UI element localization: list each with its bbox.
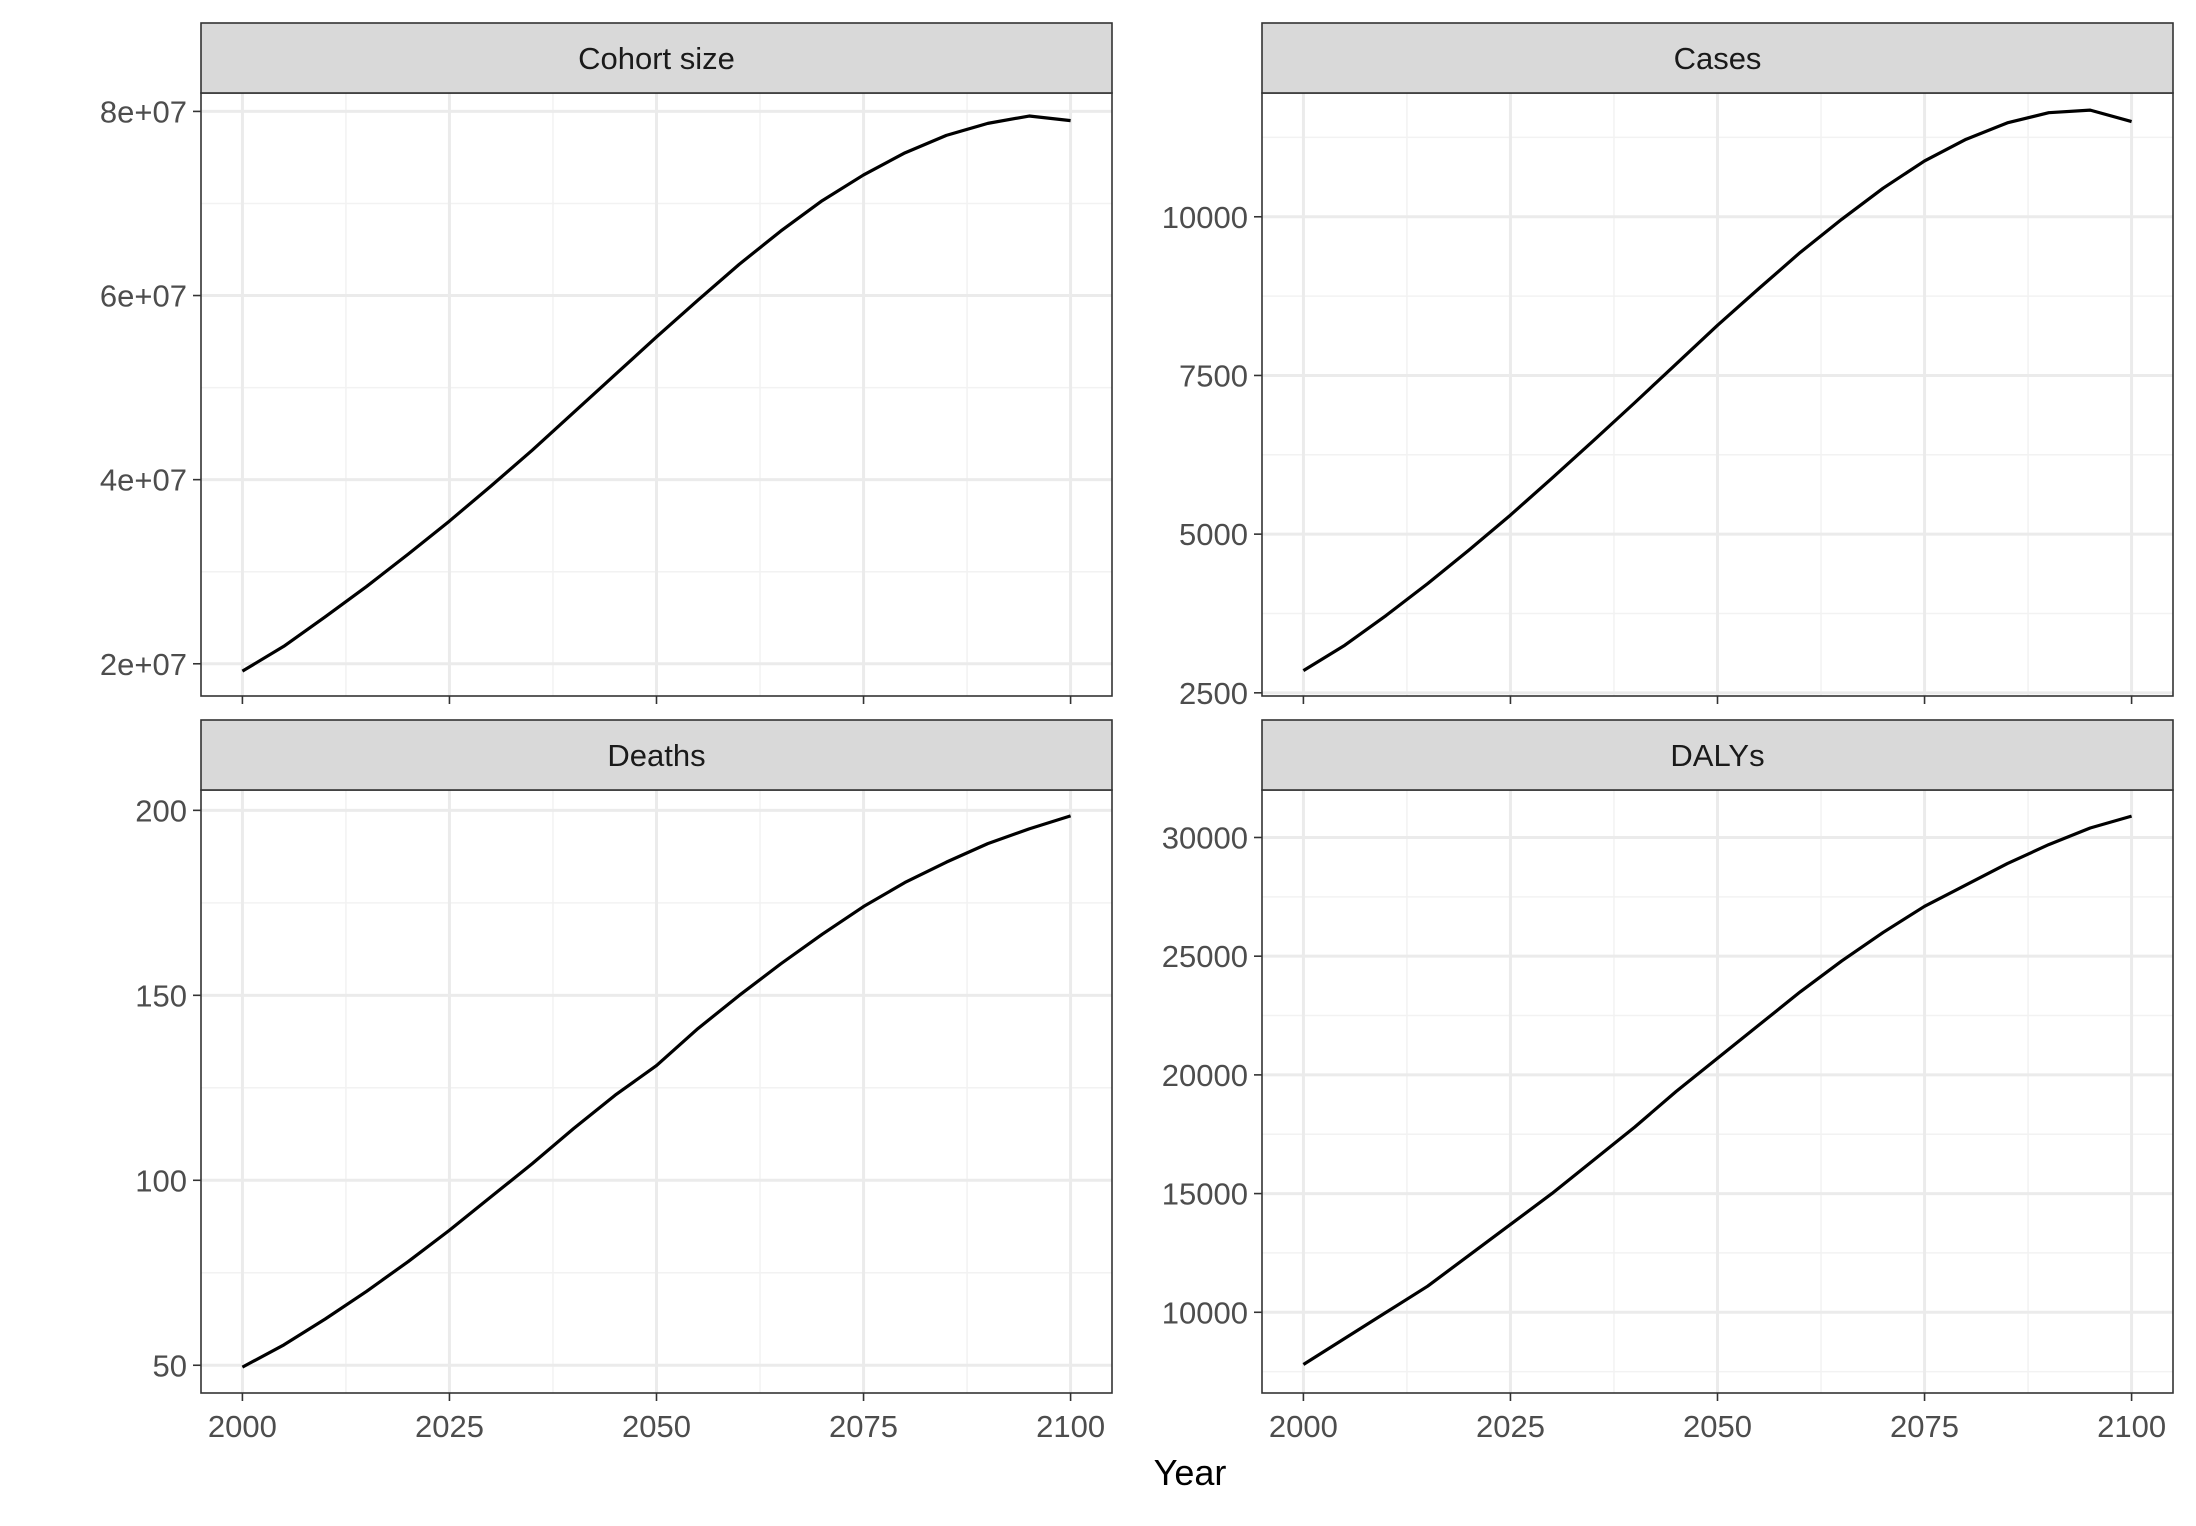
x-axis-title: Year [1154,1452,1227,1493]
facet-strip [1261,22,2174,94]
y-tick-label: 15000 [1162,1177,1248,1212]
y-tick-label: 20000 [1162,1058,1248,1093]
x-tick-label: 2025 [415,1409,484,1444]
y-tick-label: 25000 [1162,939,1248,974]
y-tick-label: 2500 [1179,676,1248,711]
series-line [1302,814,2133,1366]
y-tick-label: 150 [135,978,187,1013]
x-tick-label: 2050 [622,1409,691,1444]
y-tick-label: 200 [135,793,187,828]
facet-strip-label: Deaths [607,738,705,773]
facet-panel: Cases 2500 5000 7500 10000 [1162,22,2174,711]
facet-panels: Cohort size 2e+07 4e+07 6e+07 8e+07 Cases 2500… [100,22,2174,1444]
y-tick-label: 100 [135,1163,187,1198]
x-tick-label: 2025 [1476,1409,1545,1444]
y-tick-label: 30000 [1162,820,1248,855]
y-tick-label: 50 [153,1348,187,1383]
y-tick-label: 10000 [1162,1295,1248,1330]
y-tick-label: 7500 [1179,358,1248,393]
x-tick-label: 2100 [2097,1409,2166,1444]
facet-panel: Cohort size 2e+07 4e+07 6e+07 8e+07 [100,22,1113,704]
x-tick-label: 2050 [1683,1409,1752,1444]
series-line [1302,108,2133,672]
x-tick-label: 2075 [1890,1409,1959,1444]
facet-strip-label: Cases [1674,41,1762,76]
x-tick-label: 2000 [1269,1409,1338,1444]
y-tick-label: 6e+07 [100,279,187,314]
y-tick-label: 4e+07 [100,463,187,498]
y-tick-label: 10000 [1162,200,1248,235]
y-tick-label: 8e+07 [100,94,187,129]
series-line [241,814,1072,1369]
x-tick-label: 2100 [1036,1409,1105,1444]
facet-strip-label: Cohort size [578,41,735,76]
facet-strip [200,719,1113,791]
facet-panel: Deaths 50 100 150 200 2000 2025 2050 2075 2100 [135,719,1113,1444]
facet-panel: DALYs 10000 15000 20000 25000 30000 2000 2025 20… [1162,719,2174,1444]
y-tick-label: 5000 [1179,517,1248,552]
y-tick-label: 2e+07 [100,647,187,682]
facet-strip [1261,719,2174,791]
facet-strip [200,22,1113,94]
series-line [241,114,1071,673]
x-tick-label: 2075 [829,1409,898,1444]
facet-strip-label: DALYs [1670,738,1764,773]
x-tick-label: 2000 [208,1409,277,1444]
